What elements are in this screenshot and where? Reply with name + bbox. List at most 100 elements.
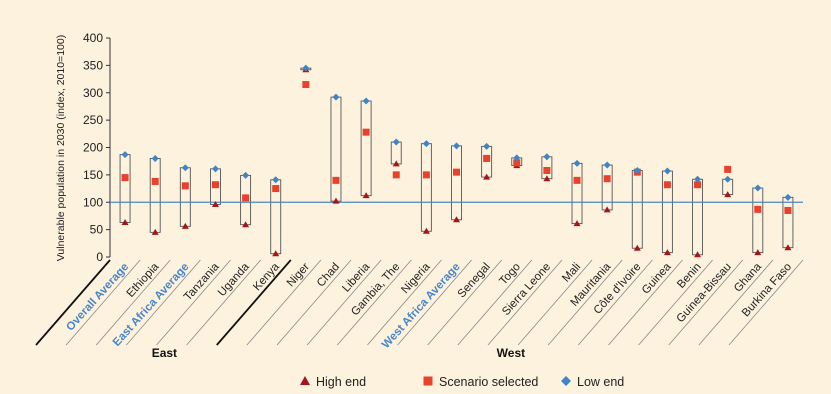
range-box-nigeria [420, 143, 432, 232]
scenario-marker-west-africa-average [453, 168, 460, 176]
scenario-marker-east-africa-average [181, 182, 189, 190]
category-separator [638, 259, 713, 346]
high-end-marker-overall-average [121, 219, 129, 226]
y-tick-label: 50 [90, 223, 104, 237]
range-box-east-africa-average [179, 167, 191, 227]
low-end-marker-mali [573, 159, 581, 167]
category-separator [65, 259, 141, 346]
legend-label-low-end: Low end [577, 375, 624, 389]
category-separator [276, 259, 352, 346]
category-separator [578, 259, 653, 346]
category-label-mali: Mali [560, 261, 583, 285]
category-separator [367, 259, 442, 346]
scenario-marker-nigeria [422, 171, 430, 179]
scenario-marker-guinea [663, 181, 671, 189]
category-separator [608, 259, 683, 346]
low-end-marker-tanzania [211, 165, 219, 173]
category-label-overall-average: Overall Average [64, 261, 131, 333]
high-end-marker-benin [694, 251, 702, 258]
category-separator [668, 259, 744, 346]
scenario-marker-guinea-bissau [724, 165, 732, 173]
scenario-marker-niger [302, 81, 310, 89]
scenario-marker-togo [513, 159, 521, 167]
high-end-marker-mali [573, 220, 581, 227]
low-end-marker-guinea-bissau [724, 175, 732, 183]
low-end-marker-liberia [362, 97, 370, 105]
category-separator [337, 259, 412, 346]
category-separator [306, 259, 382, 346]
high-end-marker-liberia [362, 192, 370, 199]
scenario-marker-uganda [242, 194, 250, 202]
scenario-marker-mali [573, 176, 581, 184]
legend-scenario-icon [423, 376, 433, 386]
high-end-marker-mauritania [603, 206, 611, 213]
category-separator [186, 259, 261, 346]
y-tick-label: 0 [96, 250, 103, 264]
range-box-mali [571, 162, 583, 225]
scenario-marker-benin [694, 181, 702, 189]
range-box-chad [330, 96, 342, 202]
scenario-marker-tanzania [211, 181, 219, 189]
category-separator [246, 259, 322, 346]
scenario-marker-liberia [362, 128, 370, 136]
category-separator [517, 259, 593, 346]
high-end-marker-guinea [663, 249, 671, 256]
range-box-burkina-faso [782, 196, 794, 249]
high-end-marker-gambia-the [392, 160, 400, 167]
category-separator [397, 259, 472, 346]
low-end-marker-niger [302, 64, 310, 72]
range-box-mauritania [601, 164, 613, 211]
y-tick-label: 250 [83, 113, 103, 127]
range-box-ghana [752, 187, 764, 254]
high-end-marker-west-africa-average [453, 216, 460, 223]
plot-area [110, 64, 803, 258]
scenario-marker-mauritania [603, 175, 611, 183]
low-end-marker-uganda [242, 171, 250, 179]
group-label-east: East [152, 346, 177, 360]
low-end-marker-togo [513, 154, 521, 162]
scenario-marker-senegal [483, 154, 491, 162]
range-box-west-africa-average [451, 145, 462, 221]
y-tick-label: 400 [83, 31, 103, 45]
category-separator [156, 259, 231, 346]
scenario-marker-kenya [272, 185, 280, 193]
high-end-marker-c-te-d-ivoire [633, 244, 641, 251]
high-end-marker-burkina-faso [784, 244, 792, 251]
legend-label-scenario-selected: Scenario selected [439, 375, 538, 389]
legend-label-high-end: High end [316, 375, 366, 389]
high-end-marker-uganda [242, 221, 250, 228]
high-end-marker-sierra-leone [543, 175, 551, 182]
group-label-west: West [497, 346, 525, 360]
group-divider [216, 259, 292, 346]
category-separator [547, 259, 623, 346]
low-end-marker-c-te-d-ivoire [633, 166, 641, 174]
y-axis-label: Vulnerable population in 2030 (index, 20… [55, 35, 67, 261]
category-label-guinea: Guinea [640, 261, 674, 297]
low-end-marker-east-africa-average [181, 164, 189, 172]
range-box-overall-average [119, 154, 131, 223]
group-labels: East West [35, 259, 525, 360]
scenario-marker-burkina-faso [784, 206, 792, 214]
y-tick-label: 150 [83, 168, 103, 182]
y-tick-label: 350 [83, 58, 103, 72]
high-end-marker-ethiopia [151, 228, 159, 235]
low-end-marker-guinea [663, 167, 671, 175]
scenario-marker-gambia-the [392, 171, 400, 179]
low-end-marker-burkina-faso [784, 193, 792, 201]
category-separator [95, 259, 171, 346]
category-label-senegal: Senegal [456, 261, 493, 300]
legend: High end Scenario selected Low end [300, 375, 624, 389]
scenario-marker-overall-average [121, 174, 129, 182]
high-end-marker-tanzania [211, 200, 219, 207]
range-box-ethiopia [149, 157, 161, 233]
group-divider [35, 259, 111, 346]
category-separator [698, 259, 774, 346]
high-end-marker-kenya [272, 250, 280, 257]
high-end-marker-chad [332, 197, 340, 204]
low-end-marker-senegal [483, 142, 491, 150]
legend-low-end-icon [561, 376, 571, 386]
y-tick-label: 300 [83, 86, 103, 100]
low-end-marker-benin [694, 175, 702, 183]
